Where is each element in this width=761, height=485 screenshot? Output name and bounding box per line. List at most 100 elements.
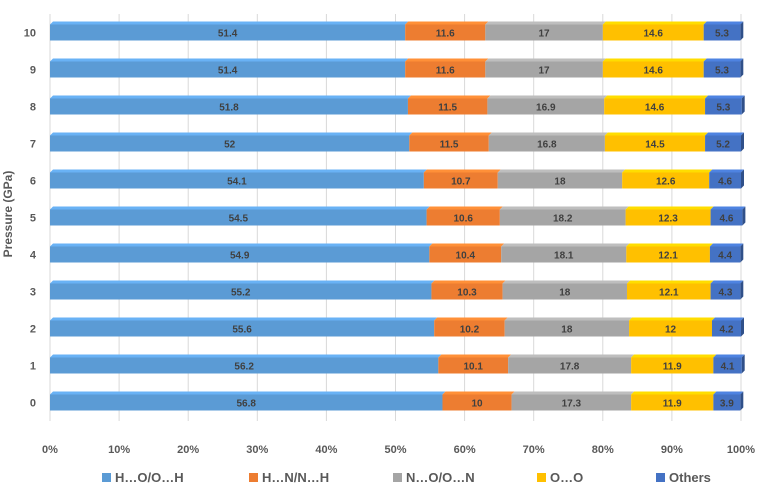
bar-segment-top [705,95,745,99]
x-tick-label: 50% [384,444,406,456]
legend-label: Others [669,470,711,485]
bar-segment [711,320,741,337]
bar-segment-group: 11.9 [631,391,717,411]
bar-segment-group: 18.2 [499,206,629,226]
data-label: 18 [559,288,571,299]
data-label: 5.3 [715,29,729,40]
bar-segment-group: 17 [485,58,606,78]
bar-segment-top [713,354,745,358]
bar-segment-top [710,206,746,210]
x-tick-label: 30% [246,444,268,456]
data-label: 12.1 [658,251,678,262]
y-tick-label: 5 [30,213,36,225]
bar-segment [604,135,706,152]
data-label: 18.1 [554,251,574,262]
bar-segment-group: 17.3 [511,391,635,411]
data-label: 16.9 [536,103,556,114]
bar-segment-top [405,58,489,62]
bar-segment-top [602,21,707,25]
bar-segment [705,135,741,152]
bar-segment-side [741,317,744,337]
bar-segment-group: 5.3 [705,95,745,115]
data-label: 54.5 [229,214,249,225]
data-label: 3.9 [720,399,734,410]
bar-segment-side [740,243,744,263]
bar-segment [423,172,498,189]
bar-segment [50,24,406,41]
x-tick-label: 20% [177,444,199,456]
y-tick-label: 3 [30,287,36,299]
bar-segment [50,246,430,263]
x-tick-label: 70% [523,444,545,456]
data-label: 5.2 [716,140,730,151]
legend-label: H…O/O…H [115,470,184,485]
data-label: 11.6 [436,29,455,40]
bar-segment [631,357,714,374]
bar-segment [426,209,500,226]
bar-segment-group: 55.2 [50,280,435,300]
data-label: 12 [665,325,677,336]
bar-segment [626,246,710,263]
bar-segment [50,209,427,226]
bar-segment-group: 51.8 [50,95,411,115]
y-tick-label: 1 [30,361,36,373]
bar-segment-top [604,95,709,99]
bar-segment [602,61,704,78]
data-label: 17.3 [562,399,582,410]
bar-segment-top [405,21,489,25]
bar-segment-group: 14.5 [604,132,709,152]
bar-segment-top [703,21,744,25]
bar-segment-side [740,58,744,78]
bar-segment-top [508,354,635,358]
bar-segment-group: 18 [502,280,630,300]
bar-segment [508,357,632,374]
bar-segment-top [50,317,438,321]
bar-segment [431,283,503,300]
y-tick-label: 2 [30,324,36,336]
bar-segment-top [407,95,491,99]
bar-segment-group: 16.9 [487,95,608,115]
bar-segment [442,394,512,411]
legend-label: N…O/O…N [406,470,475,485]
y-tick-label: 6 [30,176,36,188]
data-label: 4.2 [720,325,734,336]
bar-segment-group: 3.9 [713,391,744,411]
legend-entry: H…O/O…H [102,470,184,485]
bar-segment [705,98,742,115]
bar-segment-top [713,391,744,395]
y-axis-ticks: 0 1 2 3 4 5 6 7 8 9 10 [24,28,37,410]
data-label: 55.2 [231,288,251,299]
bar-segment-top [705,132,744,136]
bar-segment-top [501,243,630,247]
bar-segment [405,61,486,78]
bar-segment-group: 56.8 [50,391,446,411]
bar-segment-group: 10 [442,391,515,411]
bar-segment-top [50,95,411,99]
data-label: 10.7 [451,177,471,188]
bar-segment-group: 55.6 [50,317,438,337]
bar-segment [50,98,408,115]
bar-segment-top [423,169,501,173]
data-label: 17.8 [560,362,580,373]
bar-segment-top [50,58,409,62]
data-label: 11.5 [440,140,459,151]
legend-swatch [537,473,546,482]
bar-segment-group: 4.2 [711,317,744,337]
bar-segment [504,320,630,337]
y-axis-title: Pressure (GPa) [1,171,15,258]
bar-segment-group: 18.1 [501,243,630,263]
data-label: 14.6 [644,29,664,40]
data-label: 10.1 [464,362,484,373]
bar-segment-top [626,280,714,284]
data-label: 4.1 [721,362,735,373]
bar-segment [438,357,509,374]
bar-segment-group: 4.6 [709,169,744,189]
bar-segment-side [741,132,744,152]
data-label: 18 [554,177,566,188]
data-label: 16.8 [537,140,557,151]
bar-segment-group: 4.6 [710,206,746,226]
bar-segment [50,394,443,411]
bar-segment-group: 54.1 [50,169,427,189]
bar-segment-top [502,280,630,284]
bar-segment-top [50,132,413,136]
